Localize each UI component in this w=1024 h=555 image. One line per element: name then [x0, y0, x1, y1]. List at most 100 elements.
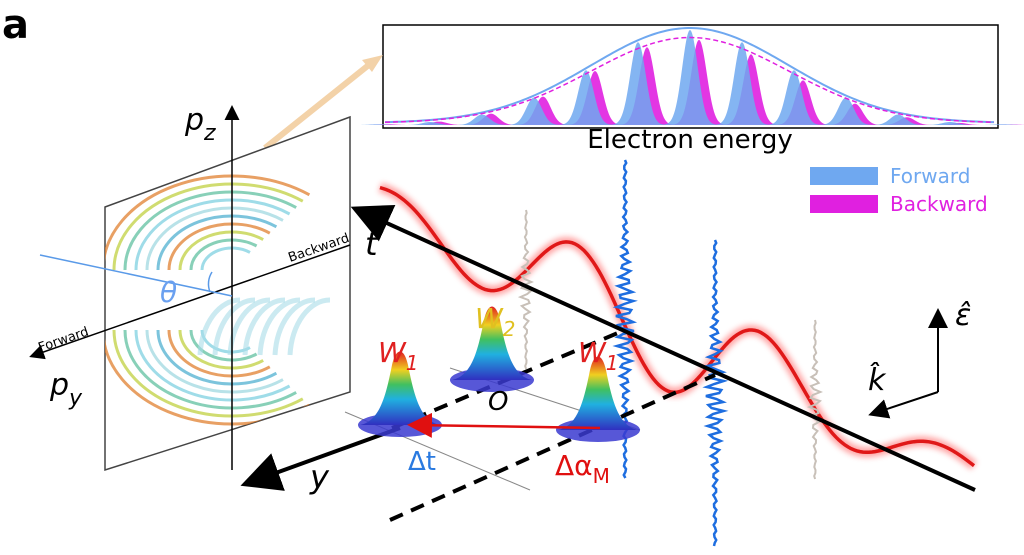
shift-arrow: [407, 412, 601, 438]
legend-label: Backward: [890, 192, 988, 216]
ring: [156, 329, 278, 386]
rings: [105, 174, 331, 426]
delta-alpha-base: Δα: [555, 449, 593, 482]
w-base: W: [378, 336, 407, 369]
forward-peak: [553, 70, 619, 125]
forward-peak: [345, 124, 411, 125]
scene: ε̂ k̂ t y O Δt ΔαM W1 W2 W1: [240, 159, 978, 547]
origin-label: O: [488, 387, 508, 417]
forward-peak: [761, 70, 827, 125]
angle-arc: [207, 271, 213, 293]
legend-swatch: [810, 167, 878, 185]
py-base: p: [49, 368, 69, 403]
py-axis: [29, 244, 351, 360]
ring: [145, 206, 284, 271]
ring: [287, 297, 331, 356]
py-label: py: [49, 368, 83, 411]
panel-label: a: [2, 2, 29, 48]
ring: [257, 297, 301, 356]
pz-base: p: [184, 103, 204, 138]
forward-peak: [917, 121, 983, 125]
ring: [272, 297, 316, 356]
angle-line: [39, 254, 233, 297]
ring: [145, 329, 284, 394]
delta-alpha-label: ΔαM: [555, 449, 610, 488]
forward-peak: [709, 42, 775, 125]
wavevector-arrow: [868, 391, 939, 419]
backward-envelope: [384, 36, 995, 124]
inset-xlabel: Electron energy: [587, 125, 793, 155]
pz-label: pz: [184, 103, 216, 146]
fields: [378, 159, 978, 547]
ring: [178, 329, 264, 370]
ring: [178, 230, 264, 271]
ring: [134, 198, 291, 271]
laser-wave: [379, 185, 976, 468]
wavepacket-label: W1: [578, 336, 618, 375]
ring: [200, 246, 251, 271]
ring: [197, 297, 241, 356]
ring: [242, 297, 286, 356]
ring: [212, 297, 256, 356]
t-label: t: [365, 225, 379, 263]
dashed-line: [389, 373, 716, 522]
wavevector-label: k̂: [868, 362, 887, 398]
t-axis: [350, 205, 976, 492]
w-base: W: [475, 302, 504, 335]
backward-peak: [510, 96, 576, 125]
wavepacket-label: W2: [475, 302, 515, 341]
ring: [189, 329, 258, 362]
pz-sub: z: [203, 121, 216, 146]
ring: [105, 174, 311, 271]
faint-pulse: [517, 209, 534, 370]
ring: [167, 222, 271, 271]
faint-pulse: [806, 319, 823, 480]
w-sub: 1: [406, 351, 419, 375]
y-label: y: [309, 458, 330, 496]
forward-peak: [605, 42, 671, 125]
ring: [156, 214, 278, 271]
legend: Forward Backward: [810, 164, 988, 216]
wave-glow: [378, 182, 978, 470]
legend-label: Forward: [890, 164, 970, 188]
delta-alpha-sub: M: [593, 464, 610, 488]
ring: [112, 182, 304, 271]
forward-peak: [657, 30, 723, 125]
w-sub: 2: [503, 317, 516, 341]
ring: [189, 238, 258, 271]
electron-pulse: [702, 239, 729, 547]
wavepacket-label: W1: [378, 336, 418, 375]
legend-swatch: [810, 195, 878, 213]
backward-peak: [354, 124, 420, 125]
py-sub: y: [68, 386, 83, 411]
polarization-label: ε̂: [955, 298, 971, 333]
forward-peak: [813, 97, 879, 125]
forward-peak: [865, 114, 931, 125]
backward-peak: [458, 113, 524, 125]
angle-label: θ: [160, 276, 177, 309]
forward-label: Forward: [36, 325, 90, 356]
delta-t-label: Δt: [408, 447, 436, 477]
forward-peak: [969, 124, 1024, 125]
forward-peak: [397, 121, 463, 125]
detector: pz py θ Forward Backward: [29, 103, 351, 472]
forward-peak: [449, 114, 515, 125]
y-axis: [240, 426, 401, 491]
forward-peak: [501, 97, 567, 125]
ring: [123, 329, 297, 410]
backward-peak: [406, 121, 472, 125]
zoom-arrow: [263, 57, 377, 151]
peaks: [345, 27, 1024, 126]
forward-envelope: [384, 27, 995, 124]
zoom-arrow-head: [362, 55, 383, 72]
ring: [112, 329, 304, 418]
w-sub: 1: [606, 351, 619, 375]
ring: [123, 190, 297, 271]
inset: Electron energy Forward Backward: [345, 24, 1024, 216]
ring: [167, 329, 271, 378]
ring: [134, 329, 291, 402]
w-base: W: [578, 336, 607, 369]
